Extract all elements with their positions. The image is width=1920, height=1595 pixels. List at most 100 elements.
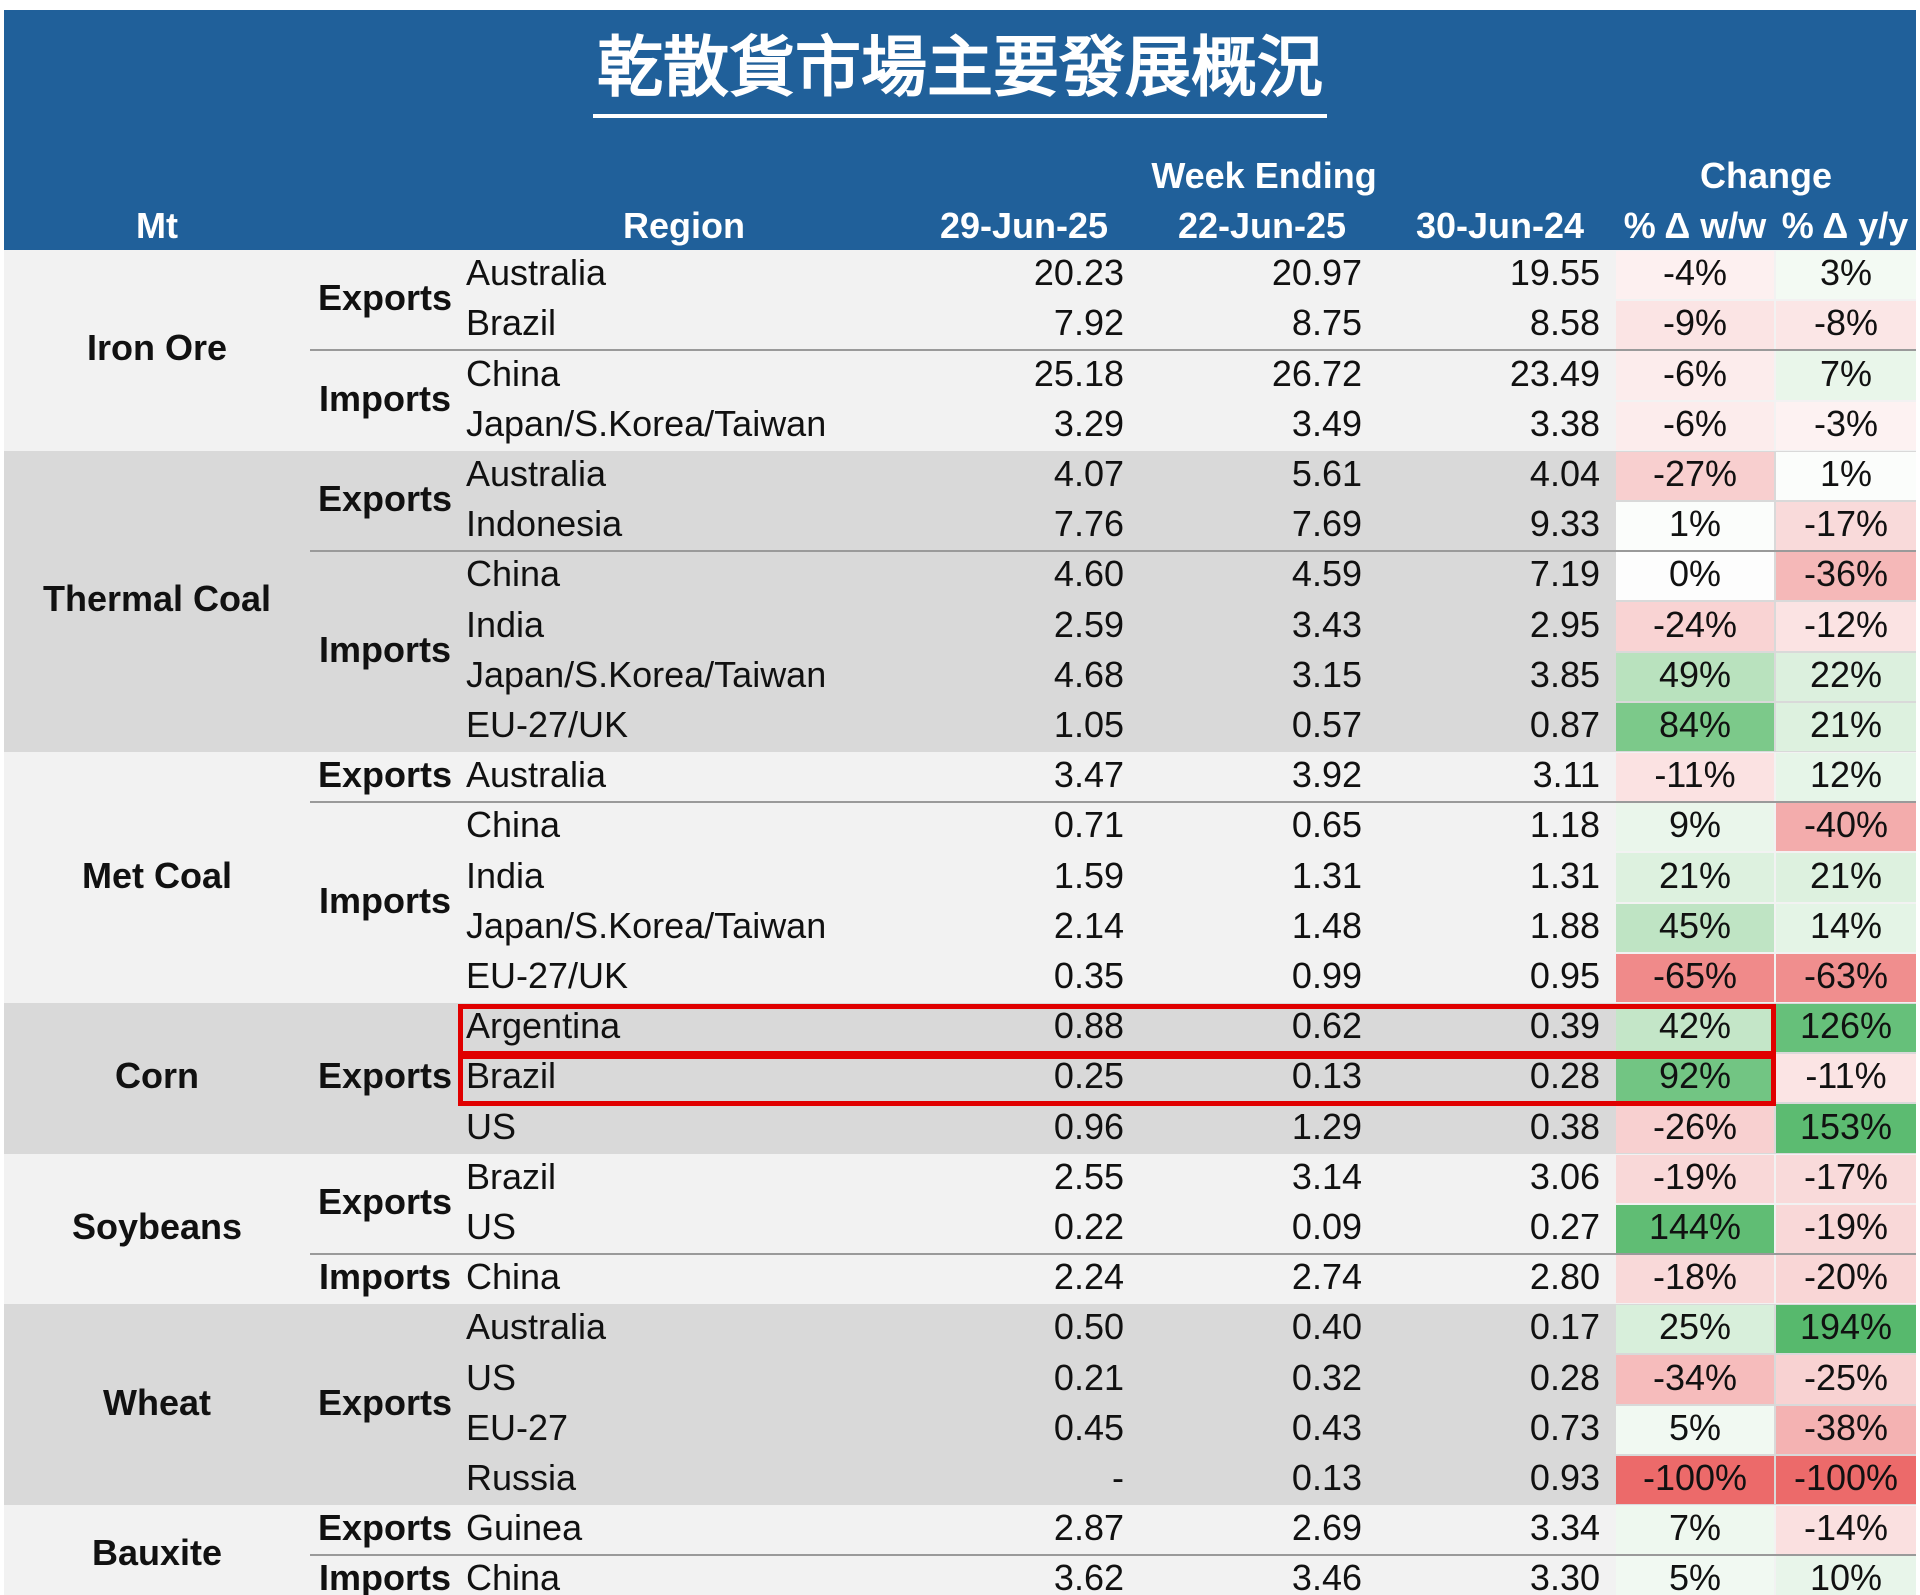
yoy-cell-bg — [1776, 652, 1916, 701]
wow-cell-bg — [1616, 1255, 1774, 1304]
region-cell: Japan/S.Korea/Taiwan — [466, 653, 827, 695]
table-body: Australia 20.23 20.97 19.55 -4% 3% Brazil 7.92 8… — [4, 250, 1916, 1595]
value-30-jun-24: 0.28 — [1529, 1356, 1600, 1398]
region-cell: Guinea — [466, 1507, 583, 1549]
value-29-jun-25: 7.92 — [1053, 302, 1124, 344]
yoy-cell-bg — [1776, 351, 1916, 400]
region-cell: China — [466, 1256, 561, 1298]
direction-label-iron-ore-exports: Exports — [317, 277, 453, 319]
value-30-jun-24: 0.28 — [1529, 1055, 1600, 1097]
value-22-jun-25: 0.62 — [1291, 1005, 1362, 1047]
value-22-jun-25: 0.13 — [1291, 1456, 1362, 1498]
commodity-label-soybeans: Soybeans — [71, 1205, 243, 1247]
change-yoy: -3% — [1813, 402, 1879, 444]
value-30-jun-24: 3.30 — [1529, 1557, 1600, 1595]
direction-label-corn-exports: Exports — [317, 1055, 453, 1097]
value-29-jun-25: 3.29 — [1053, 402, 1124, 444]
region-cell: Australia — [466, 452, 607, 494]
yoy-cell-bg — [1776, 1104, 1916, 1153]
change-wow: 5% — [1668, 1406, 1722, 1448]
value-22-jun-25: 4.59 — [1291, 553, 1362, 595]
wow-cell-bg — [1616, 1204, 1774, 1253]
commodity-band-bauxite — [4, 1505, 1916, 1595]
change-wow: 92% — [1658, 1055, 1732, 1097]
yoy-cell-bg — [1776, 552, 1916, 601]
change-wow: 49% — [1658, 653, 1732, 695]
region-cell: EU-27/UK — [466, 954, 629, 996]
row-separator — [310, 1554, 1916, 1557]
region-cell: Argentina — [466, 1005, 621, 1047]
change-wow: -6% — [1662, 352, 1728, 394]
value-22-jun-25: 0.43 — [1291, 1406, 1362, 1448]
value-30-jun-24: 1.18 — [1529, 804, 1600, 846]
wow-cell-bg — [1616, 1355, 1774, 1404]
value-30-jun-24: 3.85 — [1529, 653, 1600, 695]
value-30-jun-24: 0.93 — [1529, 1456, 1600, 1498]
row-separator — [310, 550, 1916, 553]
header-wow: % Δ w/w — [1623, 205, 1767, 246]
direction-label-met-coal-imports: Imports — [318, 879, 451, 921]
change-wow: 25% — [1658, 1306, 1732, 1348]
value-30-jun-24: 3.11 — [1532, 754, 1600, 796]
region-cell: US — [466, 1105, 517, 1147]
change-yoy: 10% — [1809, 1557, 1883, 1595]
value-22-jun-25: 0.09 — [1291, 1205, 1362, 1247]
value-30-jun-24: 0.39 — [1529, 1005, 1600, 1047]
value-29-jun-25: 4.60 — [1053, 553, 1124, 595]
change-yoy: -38% — [1803, 1406, 1889, 1448]
value-22-jun-25: 7.69 — [1291, 503, 1362, 545]
yoy-cell-bg — [1776, 1054, 1916, 1103]
direction-label-bauxite-imports: Imports — [318, 1557, 451, 1595]
yoy-cell-bg — [1776, 1405, 1916, 1454]
change-yoy: -17% — [1803, 503, 1889, 545]
header-yoy: % Δ y/y — [1781, 205, 1909, 246]
change-yoy: 1% — [1819, 452, 1873, 494]
change-wow: 84% — [1658, 703, 1732, 745]
commodity-label-met-coal: Met Coal — [81, 854, 232, 896]
wow-cell-bg — [1616, 1104, 1774, 1153]
table-header-band: 乾散貨市場主要發展概況 Mt Region Week Ending Change… — [4, 10, 1916, 250]
value-22-jun-25: 3.92 — [1291, 754, 1362, 796]
value-30-jun-24: 3.38 — [1529, 402, 1600, 444]
direction-label-met-coal-exports: Exports — [317, 754, 453, 796]
value-29-jun-25: 0.21 — [1053, 1356, 1124, 1398]
value-22-jun-25: 0.57 — [1291, 703, 1362, 745]
wow-cell-bg — [1616, 652, 1774, 701]
yoy-cell-bg — [1776, 903, 1916, 952]
value-22-jun-25: 1.48 — [1291, 904, 1362, 946]
change-wow: -9% — [1662, 302, 1728, 344]
change-yoy: 153% — [1799, 1105, 1893, 1147]
change-yoy: -14% — [1803, 1507, 1889, 1549]
value-22-jun-25: 3.46 — [1291, 1557, 1362, 1595]
yoy-cell-bg — [1776, 1004, 1916, 1053]
change-yoy: -11% — [1805, 1055, 1887, 1097]
change-wow: 7% — [1668, 1507, 1722, 1549]
region-cell: China — [466, 804, 561, 846]
change-yoy: 21% — [1809, 854, 1883, 896]
value-22-jun-25: 5.61 — [1291, 452, 1362, 494]
header-change: Change — [1699, 155, 1832, 196]
value-30-jun-24: 19.55 — [1509, 252, 1600, 294]
yoy-cell-bg — [1776, 301, 1916, 350]
wow-cell-bg — [1616, 903, 1774, 952]
value-29-jun-25: 0.88 — [1053, 1005, 1124, 1047]
header-mt: Mt — [136, 205, 178, 246]
page-title: 乾散貨市場主要發展概況 — [4, 26, 1916, 118]
yoy-cell-bg — [1776, 1355, 1916, 1404]
direction-label-soybeans-exports: Exports — [317, 1180, 453, 1222]
value-22-jun-25: 0.32 — [1291, 1356, 1362, 1398]
region-cell: US — [466, 1205, 517, 1247]
header-week-ending: Week Ending — [1151, 155, 1377, 196]
wow-cell-bg — [1616, 502, 1774, 551]
change-yoy: -36% — [1803, 553, 1889, 595]
change-wow: 45% — [1658, 904, 1732, 946]
value-29-jun-25: 25.18 — [1033, 352, 1124, 394]
change-wow: -18% — [1652, 1256, 1738, 1298]
change-wow: -4% — [1662, 252, 1728, 294]
yoy-cell-bg — [1776, 1455, 1916, 1504]
yoy-cell-bg — [1776, 1506, 1916, 1555]
change-wow: 1% — [1668, 503, 1722, 545]
change-yoy: -12% — [1803, 603, 1889, 645]
commodity-label-thermal-coal: Thermal Coal — [42, 578, 272, 620]
value-22-jun-25: 0.65 — [1291, 804, 1362, 846]
